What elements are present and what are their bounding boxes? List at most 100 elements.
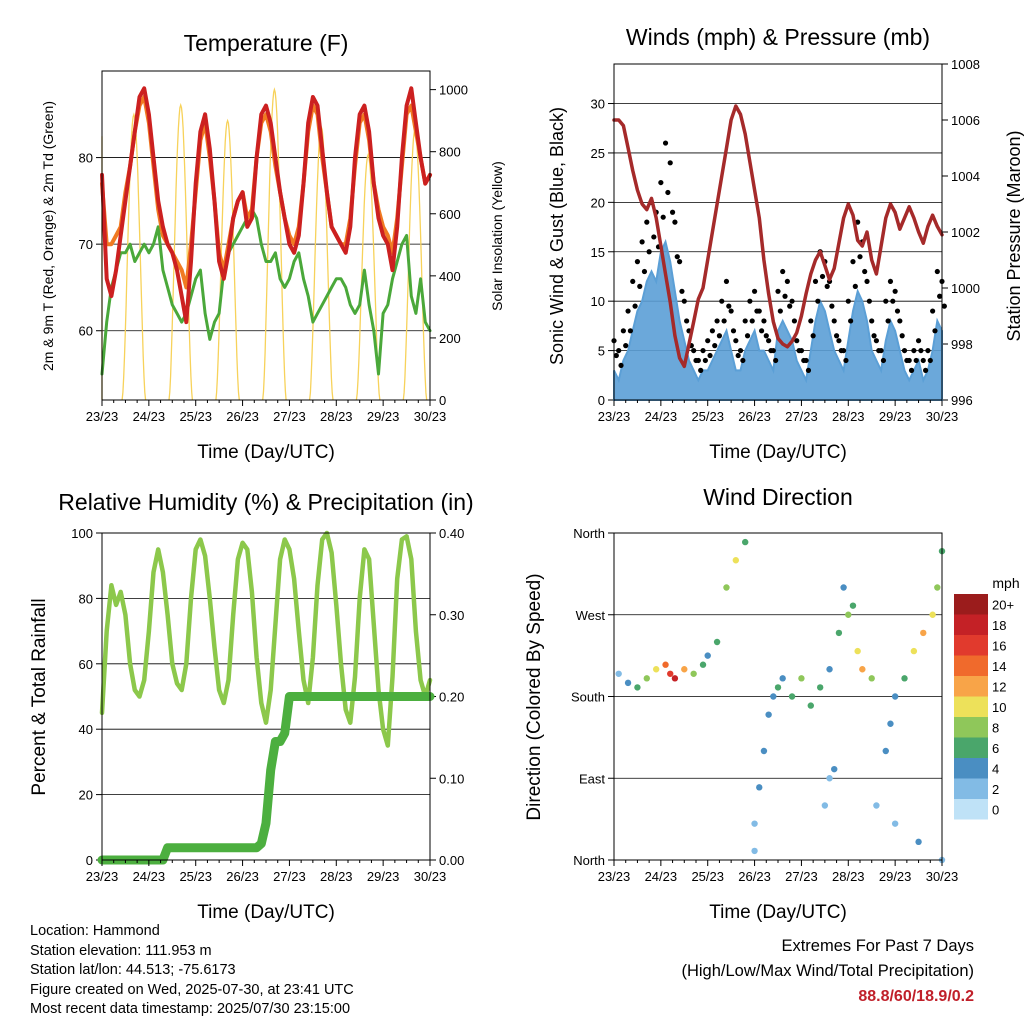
winds-x-tick-label: 26/23	[738, 409, 771, 424]
direction-point	[760, 747, 768, 755]
direction-point	[920, 629, 927, 637]
speed-legend-label: 8	[992, 720, 999, 735]
speed-legend-label: 10	[992, 700, 1006, 715]
gust-point	[892, 288, 898, 294]
solar-insolation-line	[355, 152, 381, 401]
direction-point	[681, 666, 688, 673]
direction-point	[690, 670, 697, 677]
direction-point	[831, 765, 838, 773]
direction-point	[934, 584, 941, 591]
station-info: Location: Hammond Station elevation: 111…	[30, 922, 354, 1020]
humidity-panel: Relative Humidity (%) & Precipitation (i…	[29, 489, 474, 923]
winds-y-tick-label: 25	[591, 146, 605, 161]
gust-point	[901, 347, 908, 354]
relative-humidity-line	[99, 530, 433, 748]
recent-timestamp: Most recent data timestamp: 2025/07/30 2…	[30, 1001, 351, 1017]
gust-point	[662, 140, 669, 146]
humidity-x-tick-label: 28/23	[320, 869, 353, 884]
gust-point	[841, 347, 847, 354]
direction-point	[770, 693, 777, 700]
humidity-x-tick-label: 23/23	[86, 869, 119, 884]
direction-y-tick-label: North	[573, 526, 605, 541]
direction-point	[667, 670, 674, 677]
gust-point	[831, 318, 837, 324]
gust-point	[644, 219, 650, 225]
speed-legend-label: 20+	[992, 597, 1014, 612]
humidity-y-tick-label: 0	[86, 853, 93, 868]
winds-x-tick-label: 27/23	[785, 409, 818, 424]
speed-legend-swatch	[954, 758, 988, 779]
gust-point	[733, 338, 739, 344]
temperature-x-tick-label: 23/23	[86, 409, 119, 424]
gust-point	[787, 303, 793, 309]
series-dewpoint-line	[100, 208, 432, 376]
gust-point	[913, 357, 919, 364]
direction-x-tick-label: 24/23	[645, 869, 678, 884]
gust-point	[712, 343, 718, 349]
direction-x-tick-label: 25/23	[691, 869, 724, 884]
direction-point	[929, 611, 936, 618]
direction-ylabel: Direction (Colored By Speed)	[524, 573, 545, 820]
direction-point	[732, 557, 740, 564]
speed-legend-swatch	[954, 717, 988, 738]
direction-x-tick-label: 30/23	[926, 869, 959, 884]
temperature-x-tick-label: 28/23	[320, 409, 353, 424]
direction-x-tick-label: 26/23	[738, 869, 771, 884]
winds-x-tick-label: 23/23	[598, 409, 631, 424]
gust-point	[836, 338, 842, 344]
gust-point	[885, 318, 891, 324]
winds-y2-y-tick-label: 1002	[951, 225, 980, 240]
direction-point	[901, 675, 908, 682]
gust-point	[873, 338, 880, 344]
humidity-xlabel: Time (Day/UTC)	[197, 902, 335, 923]
gust-point	[890, 298, 896, 304]
direction-point	[816, 684, 824, 691]
direction-x-tick-label: 28/23	[832, 869, 865, 884]
solar-insolation-line	[121, 112, 147, 401]
winds-y-tick-label: 15	[591, 245, 605, 260]
direction-point	[887, 720, 894, 727]
direction-point	[723, 584, 730, 591]
direction-point	[868, 675, 875, 682]
gust-point	[819, 273, 826, 280]
humidity-y2-y-tick-label: 0.00	[439, 853, 464, 868]
direction-point	[859, 666, 866, 673]
gust-point	[756, 308, 762, 314]
humidity-x-tick-label: 24/23	[133, 869, 166, 884]
station-location: Location: Hammond	[30, 923, 160, 939]
gust-point	[714, 318, 720, 324]
temperature-x-tick-label: 25/23	[179, 409, 212, 424]
temperature-x-tick-label: 24/23	[133, 409, 166, 424]
gust-point	[751, 288, 758, 294]
gust-point	[623, 343, 629, 349]
gust-point	[857, 254, 863, 260]
gust-point	[869, 318, 875, 324]
gust-point	[824, 283, 830, 289]
gust-point	[915, 338, 922, 344]
speed-legend-label: 16	[992, 638, 1006, 653]
winds-xlabel: Time (Day/UTC)	[709, 442, 847, 463]
direction-point	[891, 820, 899, 827]
direction-point	[624, 679, 632, 687]
gust-point	[744, 333, 751, 339]
gust-point	[894, 308, 901, 314]
humidity-y2-y-tick-label: 0.40	[439, 526, 464, 541]
direction-point	[652, 666, 660, 673]
speed-legend-swatch	[954, 614, 988, 635]
gust-point	[918, 347, 924, 354]
winds-y2-y-tick-label: 1006	[951, 113, 980, 128]
gust-point	[646, 249, 652, 255]
gust-point	[852, 283, 858, 289]
temperature-y-tick-label: 60	[79, 324, 93, 339]
winds-y2-y-tick-label: 1000	[951, 281, 980, 296]
temperature-title: Temperature (F)	[184, 30, 349, 56]
direction-point	[634, 684, 641, 691]
gust-point	[618, 362, 624, 369]
gust-point	[887, 278, 894, 285]
gust-point	[911, 347, 917, 354]
gust-point	[848, 318, 854, 324]
speed-legend-swatch	[954, 696, 988, 717]
gust-point	[749, 318, 755, 324]
winds-title: Winds (mph) & Pressure (mb)	[626, 24, 930, 50]
